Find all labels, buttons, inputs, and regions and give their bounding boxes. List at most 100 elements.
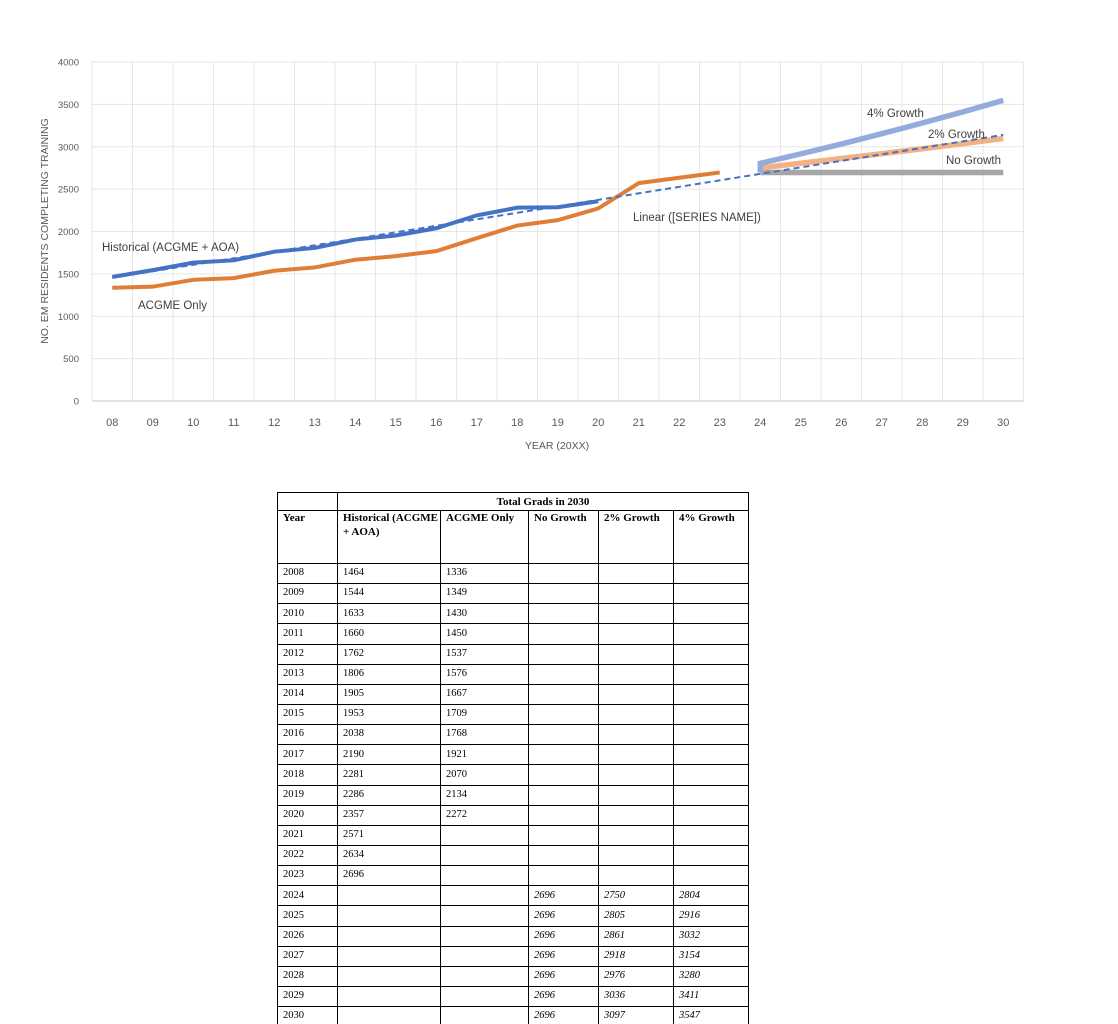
column-header-4: 2% Growth bbox=[598, 510, 674, 564]
y-tick-label: 2500 bbox=[58, 185, 79, 196]
value-cell bbox=[672, 724, 750, 746]
value-cell bbox=[337, 945, 441, 967]
x-tick-label: 30 bbox=[997, 417, 1009, 429]
value-cell bbox=[528, 724, 599, 746]
x-tick-label: 29 bbox=[957, 417, 969, 429]
value-cell bbox=[672, 562, 750, 585]
x-tick-label: 21 bbox=[633, 417, 645, 429]
y-tick-label: 0 bbox=[74, 397, 79, 408]
table-row-2026: 2026 2696 2861 3032 bbox=[277, 925, 750, 947]
value-cell bbox=[672, 623, 750, 645]
x-tick-label: 25 bbox=[795, 417, 807, 429]
value-cell bbox=[598, 583, 674, 605]
table-row-2030: 2030 2696 3097 3547 bbox=[277, 1006, 750, 1024]
value-cell: 1953 bbox=[337, 703, 441, 726]
year-cell: 2018 bbox=[277, 764, 338, 786]
value-cell bbox=[672, 784, 750, 806]
series-line-growth-2pct bbox=[757, 135, 1004, 173]
value-cell bbox=[598, 562, 674, 585]
column-header-3: No Growth bbox=[528, 510, 599, 564]
table-row-2024: 2024 2696 2750 2804 bbox=[277, 885, 750, 907]
table-title: Total Grads in 2030 bbox=[336, 492, 750, 511]
value-cell bbox=[598, 804, 674, 826]
value-cell bbox=[672, 663, 750, 685]
value-cell: 2696 bbox=[528, 885, 599, 907]
label-linear-trendline: Linear ([SERIES NAME]) bbox=[633, 212, 761, 224]
value-cell bbox=[672, 804, 750, 826]
value-cell bbox=[337, 885, 441, 907]
table-row-2023: 2023 2696 bbox=[277, 865, 750, 887]
value-cell bbox=[337, 905, 441, 927]
x-tick-label: 23 bbox=[714, 417, 726, 429]
value-cell bbox=[598, 683, 674, 705]
value-cell: 2634 bbox=[337, 844, 441, 867]
x-tick-label: 08 bbox=[106, 417, 118, 429]
y-tick-label: 4000 bbox=[58, 58, 79, 69]
label-acgme-series: ACGME Only bbox=[138, 300, 207, 312]
year-cell: 2014 bbox=[277, 683, 338, 705]
value-cell bbox=[598, 744, 674, 766]
y-tick-label: 1500 bbox=[58, 269, 79, 280]
value-cell bbox=[528, 784, 599, 806]
value-cell: 2696 bbox=[528, 1006, 599, 1024]
value-cell: 2696 bbox=[528, 965, 599, 987]
table-row-2009: 2009 1544 1349 bbox=[277, 583, 750, 605]
x-tick-label: 09 bbox=[147, 417, 159, 429]
value-cell bbox=[598, 824, 674, 846]
x-tick-label: 20 bbox=[592, 417, 604, 429]
value-cell: 1430 bbox=[440, 603, 529, 625]
table-row-2029: 2029 2696 3036 3411 bbox=[277, 985, 750, 1008]
year-cell: 2030 bbox=[277, 1006, 338, 1024]
label-historical-series: Historical (ACGME + AOA) bbox=[102, 242, 239, 254]
value-cell bbox=[440, 885, 529, 907]
value-cell bbox=[528, 804, 599, 826]
value-cell bbox=[528, 824, 599, 846]
year-cell: 2013 bbox=[277, 663, 338, 685]
value-cell: 1450 bbox=[440, 623, 529, 645]
value-cell: 2696 bbox=[528, 905, 599, 927]
value-cell bbox=[598, 663, 674, 685]
value-cell: 2038 bbox=[337, 724, 441, 746]
year-cell: 2028 bbox=[277, 965, 338, 987]
chart-axis-ticks: 0 500 1000 1500 2000 2500 3000 3500 4000 08 09 10 11… bbox=[58, 58, 1010, 430]
year-cell: 2024 bbox=[277, 885, 338, 907]
value-cell: 1709 bbox=[440, 703, 529, 726]
column-header-5: 4% Growth bbox=[672, 510, 750, 564]
value-cell bbox=[528, 844, 599, 867]
value-cell bbox=[440, 865, 529, 887]
value-cell: 2070 bbox=[440, 764, 529, 786]
year-cell: 2026 bbox=[277, 925, 338, 947]
value-cell bbox=[672, 603, 750, 625]
value-cell: 3032 bbox=[672, 925, 750, 947]
x-tick-label: 22 bbox=[673, 417, 685, 429]
year-cell: 2008 bbox=[277, 562, 338, 585]
x-tick-label: 16 bbox=[430, 417, 442, 429]
value-cell bbox=[672, 844, 750, 867]
value-cell: 2357 bbox=[337, 804, 441, 826]
grads-table: Total Grads in 2030 Year Historical (ACGME… bbox=[277, 492, 750, 1024]
value-cell bbox=[528, 583, 599, 605]
value-cell: 2190 bbox=[337, 744, 441, 766]
value-cell bbox=[672, 824, 750, 846]
table-row-2015: 2015 1953 1709 bbox=[277, 703, 750, 726]
value-cell: 2696 bbox=[337, 865, 441, 887]
value-cell bbox=[440, 1006, 529, 1024]
x-tick-label: 24 bbox=[754, 417, 766, 429]
y-axis-title: NO. EM RESIDENTS COMPLETING TRAINING bbox=[39, 118, 51, 344]
value-cell bbox=[598, 764, 674, 786]
value-cell: 3154 bbox=[672, 945, 750, 967]
table-row-2022: 2022 2634 bbox=[277, 844, 750, 867]
value-cell bbox=[672, 744, 750, 766]
year-cell: 2010 bbox=[277, 603, 338, 625]
value-cell: 2916 bbox=[672, 905, 750, 927]
x-tick-label: 12 bbox=[268, 417, 280, 429]
value-cell: 2696 bbox=[528, 945, 599, 967]
value-cell: 2696 bbox=[528, 985, 599, 1008]
table-row-2008: 2008 1464 1336 bbox=[277, 562, 750, 585]
year-cell: 2029 bbox=[277, 985, 338, 1008]
value-cell: 1667 bbox=[440, 683, 529, 705]
chart: 0 500 1000 1500 2000 2500 3000 3500 4000 08 09 10 11… bbox=[39, 58, 1024, 452]
year-cell: 2023 bbox=[277, 865, 338, 887]
value-cell bbox=[440, 985, 529, 1008]
value-cell bbox=[598, 623, 674, 645]
